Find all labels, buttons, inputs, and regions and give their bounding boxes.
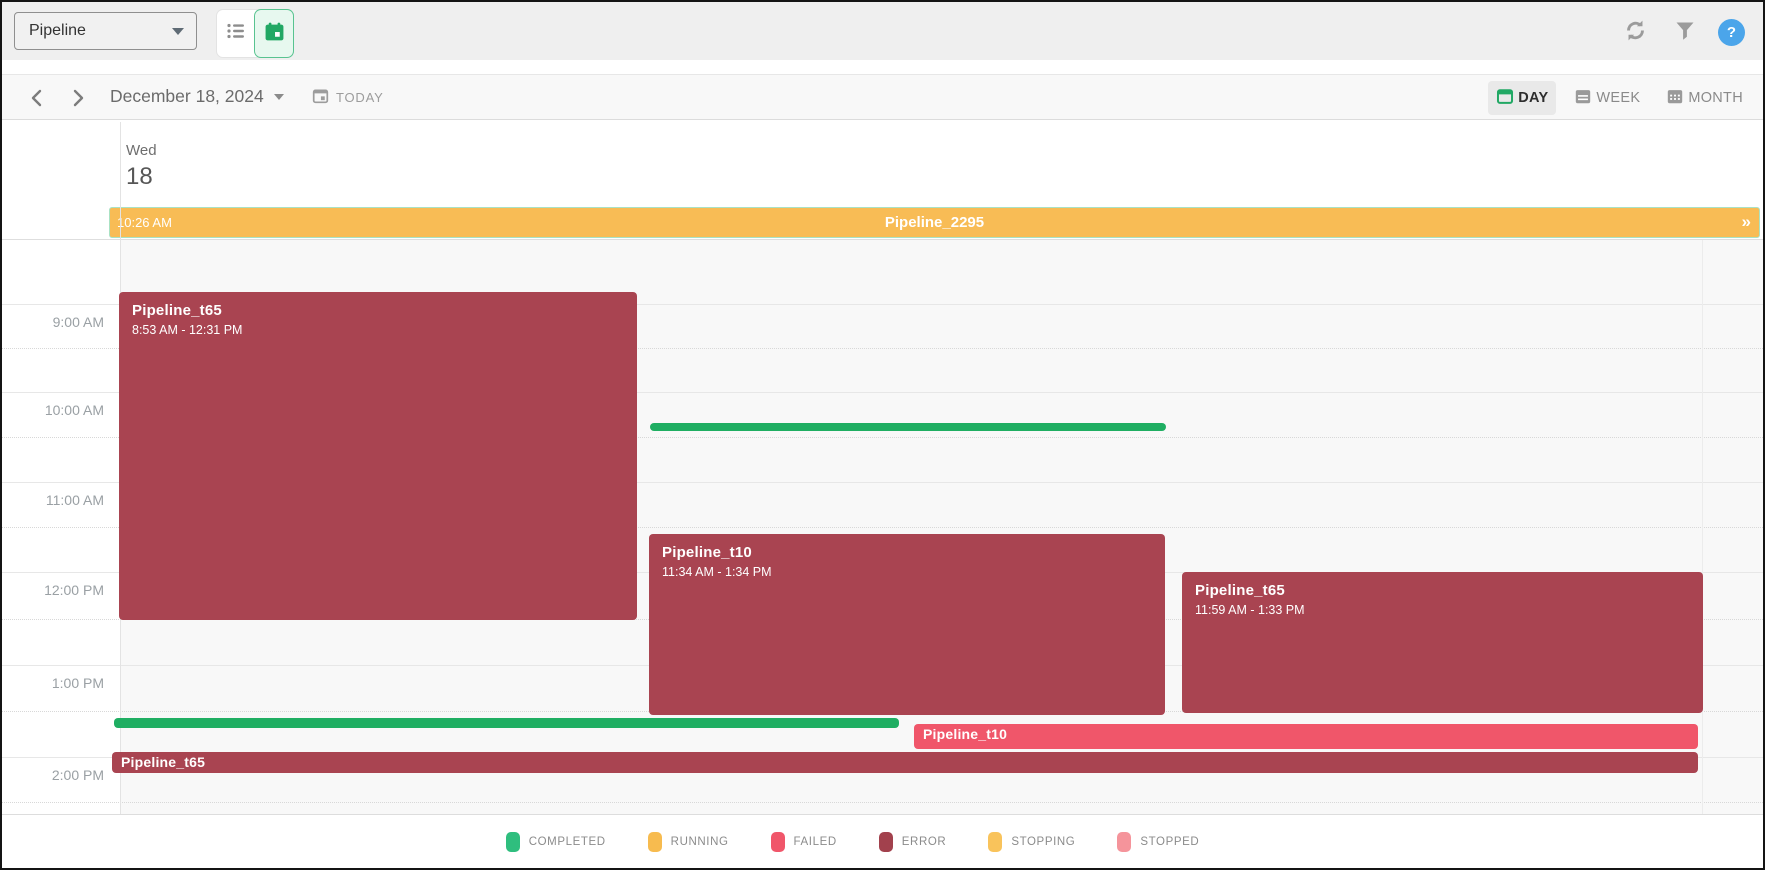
legend-item-stopped: STOPPED — [1117, 831, 1200, 852]
time-label: 10:00 AM — [44, 402, 104, 418]
view-week-label: WEEK — [1596, 90, 1641, 106]
legend-item-error: ERROR — [878, 831, 947, 852]
today-calendar-icon — [312, 87, 329, 107]
next-day-button[interactable] — [65, 85, 91, 111]
event-title: Pipeline_t10 — [662, 544, 752, 561]
legend-swatch — [1117, 831, 1132, 852]
legend-swatch — [647, 831, 662, 852]
view-week-button[interactable]: WEEK — [1566, 81, 1648, 115]
event-pipeline_t65[interactable]: Pipeline_t65 8:53 AM - 12:31 PM — [119, 292, 637, 620]
hour-line — [2, 392, 1763, 393]
week-calendar-icon — [1574, 87, 1592, 109]
refresh-icon — [1622, 17, 1649, 49]
view-day-label: DAY — [1518, 90, 1549, 106]
hour-line — [2, 304, 1763, 305]
month-calendar-icon — [1666, 87, 1684, 109]
calendar-icon — [264, 21, 285, 47]
view-day-button[interactable]: DAY — [1488, 81, 1557, 115]
status-legend: COMPLETED RUNNING FAILED ERROR STOPPING STOPP… — [2, 814, 1763, 868]
legend-swatch — [770, 831, 785, 852]
legend-swatch — [988, 831, 1003, 852]
hour-line — [2, 482, 1763, 483]
half-hour-line — [2, 348, 1763, 349]
legend-swatch — [505, 831, 520, 852]
current-date-picker[interactable]: December 18, 2024 — [110, 86, 284, 107]
current-date-label: December 18, 2024 — [110, 86, 264, 106]
today-button[interactable]: TODAY — [312, 87, 384, 107]
entity-type-dropdown[interactable]: Pipeline — [14, 12, 197, 50]
prev-day-button[interactable] — [24, 85, 50, 111]
top-toolbar: Pipeline — [2, 2, 1763, 60]
help-question-mark: ? — [1726, 24, 1737, 41]
event-completed[interactable] — [650, 423, 1166, 431]
legend-item-stopping: STOPPING — [988, 831, 1076, 852]
event-title: Pipeline_t65 — [121, 754, 206, 770]
refresh-button[interactable] — [1620, 18, 1650, 48]
half-hour-line — [2, 802, 1763, 803]
day-number-label: 18 — [126, 163, 153, 190]
legend-item-completed: COMPLETED — [505, 831, 606, 852]
event-time-range: 8:53 AM - 12:31 PM — [132, 323, 243, 337]
list-view-button[interactable] — [217, 10, 255, 57]
event-start-time: 10:26 AM — [117, 215, 172, 230]
all-day-row-divider — [2, 239, 1763, 240]
legend-label: STOPPING — [1011, 835, 1076, 848]
legend-label: ERROR — [901, 835, 947, 848]
calendar-view-button[interactable] — [255, 10, 293, 57]
list-icon — [226, 21, 246, 46]
legend-label: COMPLETED — [528, 835, 606, 848]
event-title: Pipeline_t65 — [132, 302, 222, 319]
time-label: 11:00 AM — [45, 492, 104, 508]
time-label: 1:00 PM — [51, 675, 104, 691]
legend-label: STOPPED — [1140, 835, 1200, 848]
half-hour-line — [2, 437, 1763, 438]
event-title: Pipeline_t10 — [923, 726, 1008, 742]
half-hour-line — [2, 527, 1763, 528]
day-column-header: Wed 18 — [126, 142, 157, 191]
day-calendar-icon — [1496, 87, 1514, 109]
event-pipeline_t65[interactable]: Pipeline_t65 11:59 AM - 1:33 PM — [1182, 572, 1703, 713]
legend-item-running: RUNNING — [647, 831, 729, 852]
event-pipeline_t65[interactable]: Pipeline_t65 — [112, 752, 1698, 773]
filter-icon — [1673, 19, 1697, 48]
event-title: Pipeline_t65 — [1195, 582, 1285, 599]
today-label: TODAY — [336, 89, 384, 105]
event-time-range: 11:59 AM - 1:33 PM — [1195, 603, 1305, 617]
event-completed[interactable] — [114, 718, 899, 728]
event-title: Pipeline_2295 — [884, 214, 985, 231]
continues-right-icon: » — [1741, 212, 1751, 231]
time-label: 2:00 PM — [51, 767, 104, 783]
chevron-down-icon — [172, 27, 184, 35]
time-label: 12:00 PM — [44, 582, 104, 598]
legend-swatch — [878, 831, 893, 852]
legend-label: RUNNING — [670, 835, 729, 848]
legend-label: FAILED — [793, 835, 837, 848]
scheduler-toolbar: December 18, 2024 TODAY — [2, 74, 1763, 120]
view-month-label: MONTH — [1688, 90, 1743, 106]
help-button[interactable]: ? — [1718, 19, 1745, 46]
filter-button[interactable] — [1670, 18, 1700, 48]
event-pipeline_t10[interactable]: Pipeline_t10 — [914, 724, 1698, 749]
chevron-down-icon — [273, 93, 284, 100]
weekday-label: Wed — [126, 142, 157, 159]
event-pipeline_t10[interactable]: Pipeline_t10 11:34 AM - 1:34 PM — [649, 534, 1165, 715]
view-month-button[interactable]: MONTH — [1658, 81, 1751, 115]
event-time-range: 11:34 AM - 1:34 PM — [662, 565, 772, 579]
legend-item-failed: FAILED — [770, 831, 837, 852]
entity-type-value: Pipeline — [29, 22, 86, 39]
event-pipeline-2295[interactable]: 10:26 AM Pipeline_2295 » — [109, 207, 1760, 238]
time-label: 9:00 AM — [52, 314, 104, 330]
view-mode-toggle — [217, 10, 293, 57]
day-column-right-divider — [1702, 240, 1703, 814]
view-switcher: DAY WEEK — [1488, 75, 1751, 121]
